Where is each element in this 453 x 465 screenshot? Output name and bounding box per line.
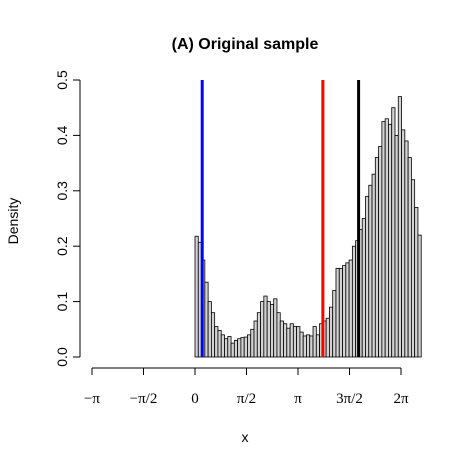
histogram-bar bbox=[227, 336, 232, 358]
histogram-bar bbox=[315, 334, 320, 358]
x-axis-label: x bbox=[242, 429, 249, 445]
histogram-bar bbox=[365, 195, 370, 358]
histogram-bar bbox=[279, 320, 284, 358]
histogram-bar bbox=[335, 267, 340, 358]
histogram-bar bbox=[220, 334, 225, 358]
histogram-bar bbox=[230, 342, 235, 358]
histogram-bar bbox=[250, 328, 255, 358]
histogram-bar bbox=[391, 107, 396, 358]
histogram-bar bbox=[286, 327, 291, 358]
x-tick-label: 2π bbox=[393, 391, 409, 407]
chart-title: (A) Original sample bbox=[172, 36, 319, 53]
histogram-bar bbox=[263, 295, 268, 358]
histogram-bar bbox=[266, 301, 271, 358]
y-tick-label: 0.1 bbox=[54, 292, 70, 312]
histogram-bar bbox=[371, 173, 376, 358]
x-tick-label: 0 bbox=[191, 391, 199, 407]
histogram-bar bbox=[345, 262, 350, 358]
x-axis: −π −π/2 0 π/2 π 3π/2 2π bbox=[84, 367, 409, 407]
histogram-bar bbox=[384, 118, 389, 358]
histogram-bar bbox=[214, 326, 219, 358]
histogram-bar bbox=[296, 326, 301, 358]
histogram-bar bbox=[299, 331, 304, 358]
histogram-bar bbox=[302, 335, 307, 358]
histogram-bar bbox=[338, 267, 343, 358]
histogram-bar bbox=[351, 245, 357, 358]
histogram-bar bbox=[207, 301, 212, 358]
y-tick-label: 0.3 bbox=[54, 181, 70, 201]
histogram-bar bbox=[388, 123, 393, 358]
histogram-bar bbox=[204, 281, 209, 358]
histogram-bar bbox=[283, 323, 288, 358]
histogram-bar bbox=[194, 235, 199, 358]
histogram-bar bbox=[397, 96, 402, 358]
histogram-bar bbox=[237, 338, 242, 358]
histogram-bar bbox=[210, 312, 216, 358]
bars-group bbox=[194, 96, 422, 358]
histogram-bar bbox=[224, 338, 229, 358]
histogram-bar bbox=[270, 303, 275, 358]
histogram-bar bbox=[243, 336, 248, 358]
histogram-bar bbox=[289, 323, 294, 358]
histogram-bar bbox=[312, 326, 317, 358]
histogram-bar bbox=[309, 335, 314, 358]
histogram-bar bbox=[361, 218, 366, 358]
histogram-bar bbox=[260, 301, 265, 358]
x-tick-label: π/2 bbox=[237, 391, 256, 407]
y-tick-label: 0.0 bbox=[54, 347, 70, 367]
histogram-bar bbox=[401, 129, 406, 358]
histogram-bar bbox=[233, 339, 239, 358]
histogram-bar bbox=[374, 157, 380, 358]
histogram-bar bbox=[325, 317, 330, 358]
histogram-bar bbox=[306, 334, 311, 358]
y-tick-label: 0.5 bbox=[54, 70, 70, 90]
y-axis-label: Density bbox=[5, 198, 21, 245]
histogram-bar bbox=[417, 234, 422, 358]
histogram-bar bbox=[276, 312, 281, 358]
histogram-bar bbox=[332, 290, 337, 358]
reference-lines-group bbox=[200, 80, 361, 357]
histogram-bar bbox=[217, 330, 222, 358]
histogram-bar bbox=[414, 207, 419, 358]
histogram-bar bbox=[240, 337, 245, 358]
y-axis: 0.0 0.1 0.2 0.3 0.4 0.5 bbox=[54, 70, 81, 367]
histogram-bar bbox=[381, 121, 386, 358]
histogram-bar bbox=[348, 259, 353, 358]
histogram-bar bbox=[253, 320, 258, 358]
histogram-bar bbox=[329, 306, 334, 358]
histogram-bar bbox=[407, 157, 412, 358]
histogram-bar bbox=[342, 265, 347, 358]
histogram-bar bbox=[292, 326, 298, 358]
histogram-bar bbox=[378, 146, 383, 358]
y-tick-label: 0.2 bbox=[54, 236, 70, 256]
histogram-bar bbox=[410, 179, 416, 358]
histogram-bar bbox=[394, 134, 399, 358]
x-tick-label: −π/2 bbox=[130, 391, 158, 407]
histogram-bar bbox=[273, 298, 278, 358]
x-tick-label: π bbox=[294, 391, 302, 407]
histogram-bar bbox=[404, 140, 409, 358]
y-tick-label: 0.4 bbox=[54, 125, 70, 145]
histogram-bar bbox=[256, 312, 261, 358]
histogram-bar bbox=[368, 184, 373, 358]
x-tick-label: 3π/2 bbox=[336, 391, 363, 407]
x-tick-label: −π bbox=[84, 391, 100, 407]
histogram-bar bbox=[247, 334, 252, 358]
